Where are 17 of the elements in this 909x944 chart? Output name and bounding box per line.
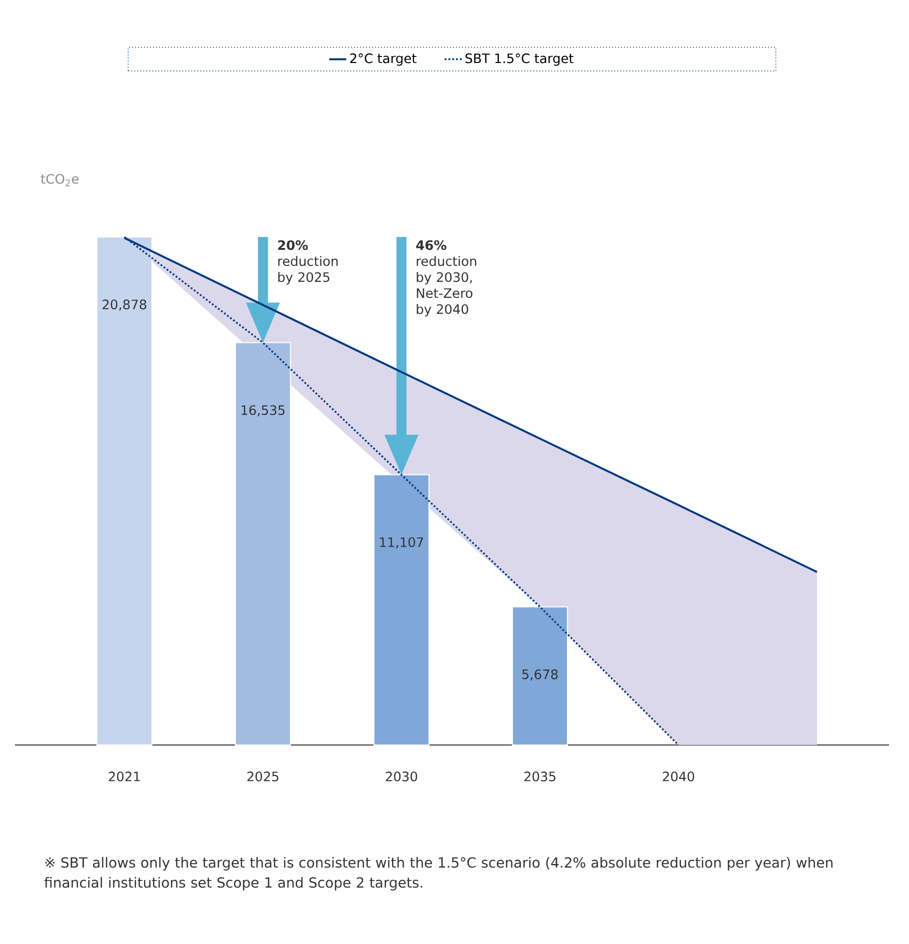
bar <box>512 606 568 746</box>
annotation: 20% reduction by 2025 <box>278 240 338 285</box>
data-label: 11,107 <box>380 537 424 548</box>
x-tick-label: 2030 <box>386 772 418 782</box>
legend-label: 2°C target <box>350 53 416 66</box>
legend-label: SBT 1.5°C target <box>466 53 574 66</box>
text: ※ SBT allows only the target that is consistent with the 1.5°C scenario (4.2% absolute reduction per year) when financial institutions set Scope 1 and Scope 2 targets. <box>44 856 832 891</box>
data-label: 16,535 <box>242 405 285 416</box>
x-tick-label: 2021 <box>108 772 140 782</box>
data-label: 20,878 <box>102 300 146 311</box>
x-tick-label: 2040 <box>662 772 694 782</box>
y-axis-title: tCO$_{2}$e <box>40 174 79 186</box>
annotation: 46% reduction by 2030, Net-Zero by 2040 <box>416 240 476 317</box>
data-label: 5,678 <box>522 669 558 681</box>
x-tick-label: 2035 <box>524 772 556 782</box>
x-tick-label: 2025 <box>247 772 278 782</box>
bar <box>96 236 152 746</box>
